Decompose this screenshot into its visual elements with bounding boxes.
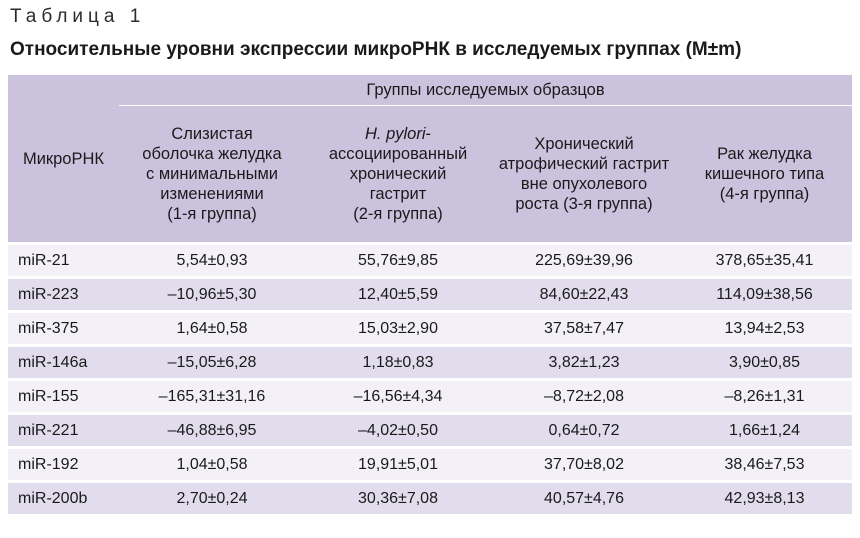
table-row: miR-192 1,04±0,58 19,91±5,01 37,70±8,02 … bbox=[8, 449, 853, 483]
row-name: miR-200b bbox=[8, 483, 119, 516]
row-name: miR-146a bbox=[8, 347, 119, 381]
header-sample-groups: Группы исследуемых образцов bbox=[119, 75, 853, 106]
table-title: Относительные уровни экспрессии микроРНК… bbox=[10, 39, 742, 60]
cell-value: 42,93±8,13 bbox=[677, 483, 853, 516]
header-microrna: МикроРНК bbox=[8, 75, 119, 245]
cell-value: 3,90±0,85 bbox=[677, 347, 853, 381]
cell-value: 19,91±5,01 bbox=[305, 449, 491, 483]
cell-value: 0,64±0,72 bbox=[491, 415, 677, 449]
row-name: miR-223 bbox=[8, 279, 119, 313]
cell-value: 5,54±0,93 bbox=[119, 245, 305, 279]
cell-value: 15,03±2,90 bbox=[305, 313, 491, 347]
header-group-3: Хронический атрофический гастрит вне опу… bbox=[491, 106, 677, 245]
cell-value: 84,60±22,43 bbox=[491, 279, 677, 313]
cell-value: 3,82±1,23 bbox=[491, 347, 677, 381]
cell-value: 1,04±0,58 bbox=[119, 449, 305, 483]
cell-value: –8,72±2,08 bbox=[491, 381, 677, 415]
table-row: miR-146a –15,05±6,28 1,18±0,83 3,82±1,23… bbox=[8, 347, 853, 381]
row-name: miR-221 bbox=[8, 415, 119, 449]
cell-value: 13,94±2,53 bbox=[677, 313, 853, 347]
cell-value: 378,65±35,41 bbox=[677, 245, 853, 279]
cell-value: 40,57±4,76 bbox=[491, 483, 677, 516]
cell-value: 1,66±1,24 bbox=[677, 415, 853, 449]
row-name: miR-192 bbox=[8, 449, 119, 483]
row-name: miR-375 bbox=[8, 313, 119, 347]
cell-value: 114,09±38,56 bbox=[677, 279, 853, 313]
cell-value: –8,26±1,31 bbox=[677, 381, 853, 415]
cell-value: 225,69±39,96 bbox=[491, 245, 677, 279]
table-row: miR-375 1,64±0,58 15,03±2,90 37,58±7,47 … bbox=[8, 313, 853, 347]
cell-value: –165,31±31,16 bbox=[119, 381, 305, 415]
table-caption: Таблица 1 bbox=[10, 6, 146, 27]
cell-value: –15,05±6,28 bbox=[119, 347, 305, 381]
cell-value: 37,58±7,47 bbox=[491, 313, 677, 347]
cell-value: 2,70±0,24 bbox=[119, 483, 305, 516]
cell-value: 55,76±9,85 bbox=[305, 245, 491, 279]
row-name: miR-21 bbox=[8, 245, 119, 279]
cell-value: –10,96±5,30 bbox=[119, 279, 305, 313]
cell-value: 30,36±7,08 bbox=[305, 483, 491, 516]
row-name: miR-155 bbox=[8, 381, 119, 415]
cell-value: –4,02±0,50 bbox=[305, 415, 491, 449]
cell-value: –16,56±4,34 bbox=[305, 381, 491, 415]
cell-value: 1,64±0,58 bbox=[119, 313, 305, 347]
header-group-1: Слизистая оболочка желудка с минимальным… bbox=[119, 106, 305, 245]
cell-value: –46,88±6,95 bbox=[119, 415, 305, 449]
header-group-2: H. pylori- ассоциированный хронический г… bbox=[305, 106, 491, 245]
table-row: miR-155 –165,31±31,16 –16,56±4,34 –8,72±… bbox=[8, 381, 853, 415]
cell-value: 12,40±5,59 bbox=[305, 279, 491, 313]
expression-table: МикроРНК Группы исследуемых образцов Сли… bbox=[8, 75, 853, 516]
cell-value: 38,46±7,53 bbox=[677, 449, 853, 483]
cell-value: 37,70±8,02 bbox=[491, 449, 677, 483]
table-row: miR-21 5,54±0,93 55,76±9,85 225,69±39,96… bbox=[8, 245, 853, 279]
table-row: miR-200b 2,70±0,24 30,36±7,08 40,57±4,76… bbox=[8, 483, 853, 516]
h-pylori-label: H. pylori bbox=[364, 125, 426, 143]
header-group-4: Рак желудка кишечного типа (4-я группа) bbox=[677, 106, 853, 245]
cell-value: 1,18±0,83 bbox=[305, 347, 491, 381]
table-row: miR-221 –46,88±6,95 –4,02±0,50 0,64±0,72… bbox=[8, 415, 853, 449]
table-row: miR-223 –10,96±5,30 12,40±5,59 84,60±22,… bbox=[8, 279, 853, 313]
